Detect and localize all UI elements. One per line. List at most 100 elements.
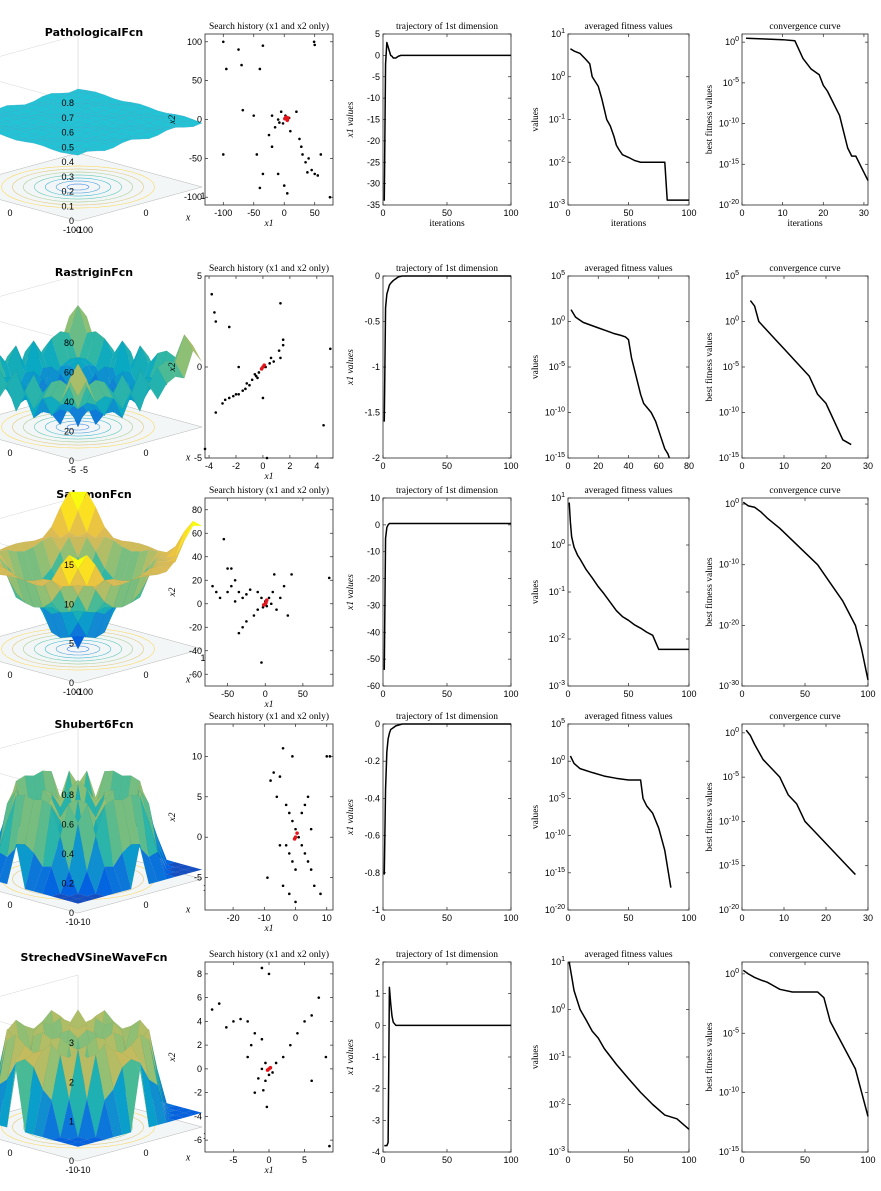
search-point	[248, 588, 252, 591]
tick-label: 10-5	[549, 792, 565, 803]
surface-patch	[68, 363, 88, 397]
tick-label: 0	[375, 271, 380, 281]
search-point	[277, 349, 281, 352]
tick-label: 0	[7, 448, 12, 458]
search-point	[281, 343, 285, 347]
tick-label: 2	[287, 461, 292, 471]
search-point	[309, 868, 313, 871]
tick-label: -50	[247, 208, 260, 218]
tick-label: 105	[551, 270, 565, 281]
tick-label: 100	[503, 461, 518, 471]
surface-patch	[95, 606, 114, 639]
chart-r5-c4: 0 50 100 100 10-5 10-10 10-15 convergence curve…	[704, 950, 876, 1165]
chart-r2-c2: 0 50 100 0 -0.5 -1 -1.5 -2 trajectory of 1st dim…	[346, 263, 519, 471]
tick-label: 30	[859, 208, 869, 218]
chart-r4-c1: -20 -10 0 10 10 5 0 -5 Search history (x1 and x2…	[168, 711, 334, 934]
search-point	[256, 608, 260, 611]
surface-patch	[15, 541, 35, 552]
tick-label: 10-5	[549, 361, 565, 372]
search-point	[260, 596, 263, 600]
tick-label: 5	[302, 1155, 307, 1165]
tick-label: -100	[75, 225, 93, 235]
search-point	[246, 1055, 249, 1059]
chart-title: trajectory of 1st dimension	[396, 485, 498, 496]
surface-patch	[68, 622, 88, 638]
search-point	[294, 900, 297, 904]
tick-label: -2	[372, 1084, 380, 1094]
search-point	[294, 827, 297, 831]
surface-patch	[175, 334, 194, 379]
tick-label: 100	[681, 913, 696, 923]
surface-patch	[95, 379, 114, 399]
surface-patch	[33, 866, 52, 894]
series-line	[383, 275, 511, 422]
tick-label: -1	[372, 1052, 380, 1062]
search-point	[281, 746, 285, 750]
tick-label: 50	[800, 1155, 810, 1165]
tick-label: 10-15	[719, 158, 739, 169]
chart-title: convergence curve	[769, 712, 840, 722]
surface-patch	[157, 851, 176, 880]
search-point	[328, 195, 332, 199]
tick-label: 10-2	[549, 1099, 565, 1110]
search-point	[217, 1002, 221, 1005]
box-edge	[0, 496, 79, 519]
tick-label: -10	[367, 547, 380, 557]
plot-area	[204, 723, 334, 911]
tick-label: 100	[503, 689, 518, 699]
plot-area	[741, 723, 869, 911]
tick-label: 60	[192, 528, 202, 538]
x-axis-label: x1	[264, 472, 274, 482]
y-axis-label: x1 values	[346, 349, 356, 386]
chart-r1-c3: 0 50 100 101 100 10-1 10-2 10-3 averaged fitness…	[531, 21, 697, 229]
tick-label: 10-20	[719, 619, 739, 630]
tick-label: 100	[503, 913, 518, 923]
tick-label: 10-1	[549, 1051, 565, 1062]
surface-patch	[104, 578, 123, 587]
search-point	[237, 590, 241, 594]
surface-patch	[68, 400, 88, 423]
search-point	[210, 292, 214, 296]
search-point	[226, 567, 229, 570]
search-point	[255, 153, 259, 156]
tick-label: 0	[143, 208, 148, 218]
chart-title: averaged fitness values	[584, 263, 672, 274]
tick-label: 0	[260, 461, 265, 471]
search-point	[221, 40, 225, 44]
search-point	[324, 1055, 328, 1059]
surface-patch	[0, 369, 17, 398]
tick-label: 0	[7, 208, 12, 218]
tick-label: 8	[197, 969, 202, 979]
search-point	[300, 145, 303, 149]
tick-label: 60	[654, 461, 664, 471]
search-point	[258, 67, 262, 71]
surface-patch	[184, 334, 203, 363]
tick-label: 105	[725, 270, 739, 281]
tick-label: 30	[863, 461, 873, 471]
tick-label: 0.8	[61, 98, 74, 108]
series-line	[742, 501, 869, 681]
tick-label: 100	[551, 316, 565, 327]
tick-label: -2	[372, 453, 380, 463]
surface-patch	[131, 575, 149, 581]
search-point	[291, 860, 294, 863]
contour-line	[33, 414, 123, 440]
surface-patch	[51, 611, 70, 638]
tick-label: 4	[197, 1016, 202, 1026]
y-axis-label: x2	[168, 587, 178, 597]
tick-label: 10	[778, 208, 788, 218]
search-point	[260, 966, 264, 970]
surface-patch	[148, 1079, 167, 1126]
search-point	[296, 1031, 299, 1035]
x-axis-label: x1	[264, 924, 274, 934]
surface-x-label: x	[185, 1153, 191, 1164]
tick-label: -20	[367, 574, 380, 584]
search-point	[265, 456, 269, 460]
tick-label: -25	[367, 157, 380, 167]
tick-label: 10-10	[719, 1087, 739, 1098]
tick-label: 0	[69, 908, 74, 918]
search-point	[261, 172, 265, 176]
